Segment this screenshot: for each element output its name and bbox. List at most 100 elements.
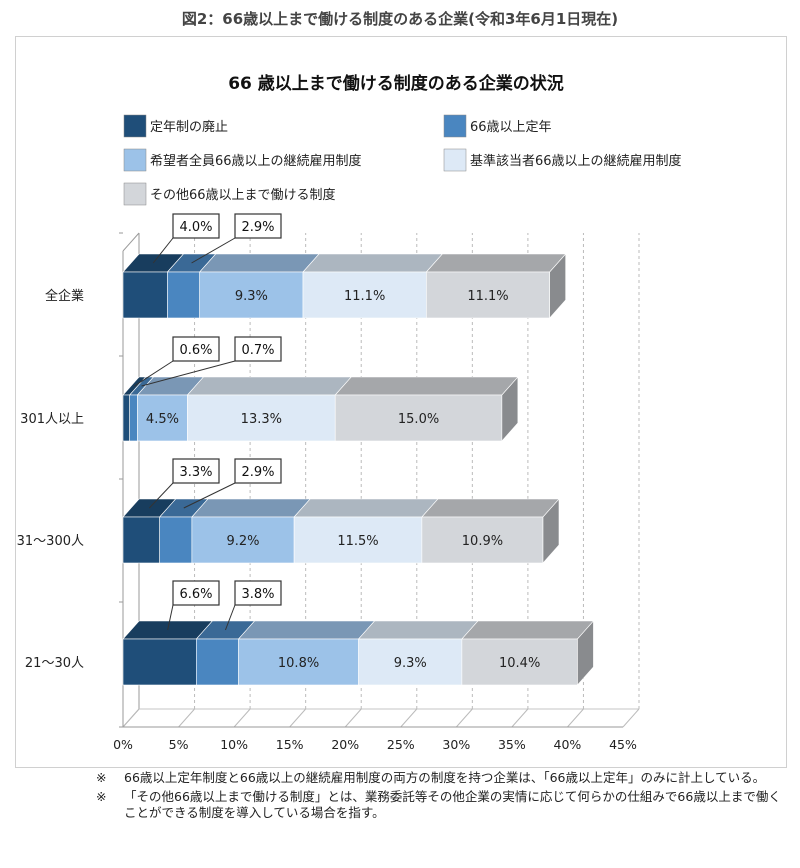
- bar-segment: [238, 638, 359, 686]
- footnote-mark: ※: [96, 770, 107, 785]
- bar-value-label: 4.5%: [146, 412, 179, 427]
- bar-segment: [191, 516, 295, 564]
- category-label: 301人以上: [20, 412, 84, 427]
- bar-value-label: 10.4%: [499, 656, 540, 671]
- floor-gridline: [622, 708, 640, 728]
- callout-value-label: 2.9%: [241, 465, 274, 480]
- callout-box: [234, 213, 282, 239]
- callout-value-label: 0.7%: [241, 343, 274, 358]
- legend-swatch: [443, 114, 467, 138]
- bar-top-face: [191, 498, 311, 518]
- floor-gridline: [122, 708, 140, 728]
- footnote: ※ 「その他66歳以上まで働ける制度」とは、業務委託等その他企業の実情に応じて何…: [96, 789, 786, 822]
- bar-top-face: [237, 620, 376, 640]
- bar-segment: [122, 516, 160, 564]
- stacked-bar-chart: 66 歳以上まで働ける制度のある企業の状況 定年制の廃止 66歳以上定年希望者全員…: [17, 73, 682, 752]
- callout-value-label: 0.6%: [179, 343, 212, 358]
- bar-segment: [293, 516, 423, 564]
- legend-swatch: [123, 182, 147, 206]
- bar-segment: [129, 394, 138, 442]
- legend-swatch: [443, 148, 467, 172]
- bar-value-label: 9.2%: [226, 534, 259, 549]
- bar-segment: [426, 271, 550, 319]
- axis-top-edge: [122, 232, 140, 252]
- bar-value-label: 9.3%: [394, 656, 427, 671]
- x-tick-label: 40%: [554, 737, 582, 752]
- callout-box: [172, 458, 220, 484]
- callout-box: [234, 458, 282, 484]
- callout-leader: [167, 604, 174, 631]
- bar-segment: [334, 394, 503, 442]
- bar-value-label: 11.1%: [344, 289, 385, 304]
- x-tick-label: 10%: [220, 737, 248, 752]
- callout-leader: [183, 482, 236, 509]
- category-label: 31～300人: [17, 534, 84, 549]
- callout-leader: [141, 360, 236, 387]
- callout-box: [172, 336, 220, 362]
- bar-value-label: 11.5%: [337, 534, 378, 549]
- category-label: 全企業: [45, 288, 84, 304]
- bar-value-label: 11.1%: [467, 289, 508, 304]
- floor-gridline: [289, 708, 307, 728]
- bar-segment: [461, 638, 578, 686]
- floor-gridline: [400, 708, 418, 728]
- x-tick-label: 25%: [387, 737, 415, 752]
- bar-top-face: [461, 620, 595, 640]
- callout-box: [234, 580, 282, 606]
- floor-gridline: [511, 708, 529, 728]
- callout-value-label: 2.9%: [241, 220, 274, 235]
- callout-leader: [148, 482, 174, 509]
- page-title: 図2：66歳以上まで働ける制度のある企業(令和3年6月1日現在): [181, 10, 619, 28]
- bar-value-label: 15.0%: [398, 412, 439, 427]
- footnote-text: 66歳以上定年制度と66歳以上の継続雇用制度の両方の制度を持つ企業は、「66歳以…: [124, 770, 766, 785]
- x-tick-label: 15%: [276, 737, 304, 752]
- callout-box: [172, 580, 220, 606]
- callout-box: [172, 213, 220, 239]
- legend-swatch: [123, 114, 147, 138]
- bar-side-face: [577, 620, 594, 686]
- legend-swatch: [123, 148, 147, 172]
- x-tick-label: 45%: [609, 737, 637, 752]
- callout-leader: [191, 237, 236, 264]
- bar-side-face: [549, 253, 566, 319]
- legend-label: 基準該当者66歳以上の継続雇用制度: [470, 153, 682, 169]
- x-tick-label: 5%: [169, 737, 189, 752]
- footnote-mark: ※: [96, 788, 107, 804]
- callout-leader: [134, 360, 174, 387]
- footnote: ※ 66歳以上定年制度と66歳以上の継続雇用制度の両方の制度を持つ企業は、「66…: [96, 770, 786, 787]
- bar-value-label: 9.3%: [235, 289, 268, 304]
- callout-value-label: 4.0%: [179, 220, 212, 235]
- bar-top-face: [425, 253, 567, 273]
- bar-side-face: [501, 376, 519, 442]
- footnotes: ※ 66歳以上定年制度と66歳以上の継続雇用制度の両方の制度を持つ企業は、「66…: [96, 770, 786, 824]
- chart-frame: 66 歳以上まで働ける制度のある企業の状況 定年制の廃止 66歳以上定年 希望者全員…: [15, 36, 787, 768]
- bar-segment: [167, 271, 200, 319]
- category-label: 21～30人: [25, 656, 84, 671]
- legend-label: 66歳以上定年: [470, 120, 552, 135]
- bar-segment: [302, 271, 427, 319]
- callout-box: [234, 336, 282, 362]
- bar-top-face: [302, 253, 444, 273]
- legend-label: 希望者全員66歳以上の継続雇用制度: [150, 153, 362, 169]
- bar-segment: [187, 394, 336, 442]
- bar-side-face: [542, 498, 560, 564]
- bar-segment: [199, 271, 304, 319]
- bar-top-face: [186, 376, 352, 396]
- callout-value-label: 6.6%: [179, 587, 212, 602]
- callout-value-label: 3.3%: [179, 465, 212, 480]
- floor-gridline: [178, 708, 195, 728]
- bar-segment: [122, 271, 168, 319]
- plot-area: 0% 5% 10% 15% 20% 25% 30% 35% 40% 45% 全企業 9.3% 11.1%…: [17, 213, 640, 752]
- bar-segment: [122, 638, 197, 686]
- bar-segment: [137, 394, 188, 442]
- bar-top-face: [293, 498, 439, 518]
- bar-top-face: [421, 498, 560, 518]
- callout-value-label: 3.8%: [241, 587, 274, 602]
- callout-leader: [224, 604, 236, 631]
- bar-top-face: [198, 253, 320, 273]
- legend-label: 定年制の廃止: [150, 119, 228, 135]
- bar-value-label: 10.9%: [462, 534, 503, 549]
- floor-gridline: [344, 708, 362, 728]
- bar-top-face: [334, 376, 519, 396]
